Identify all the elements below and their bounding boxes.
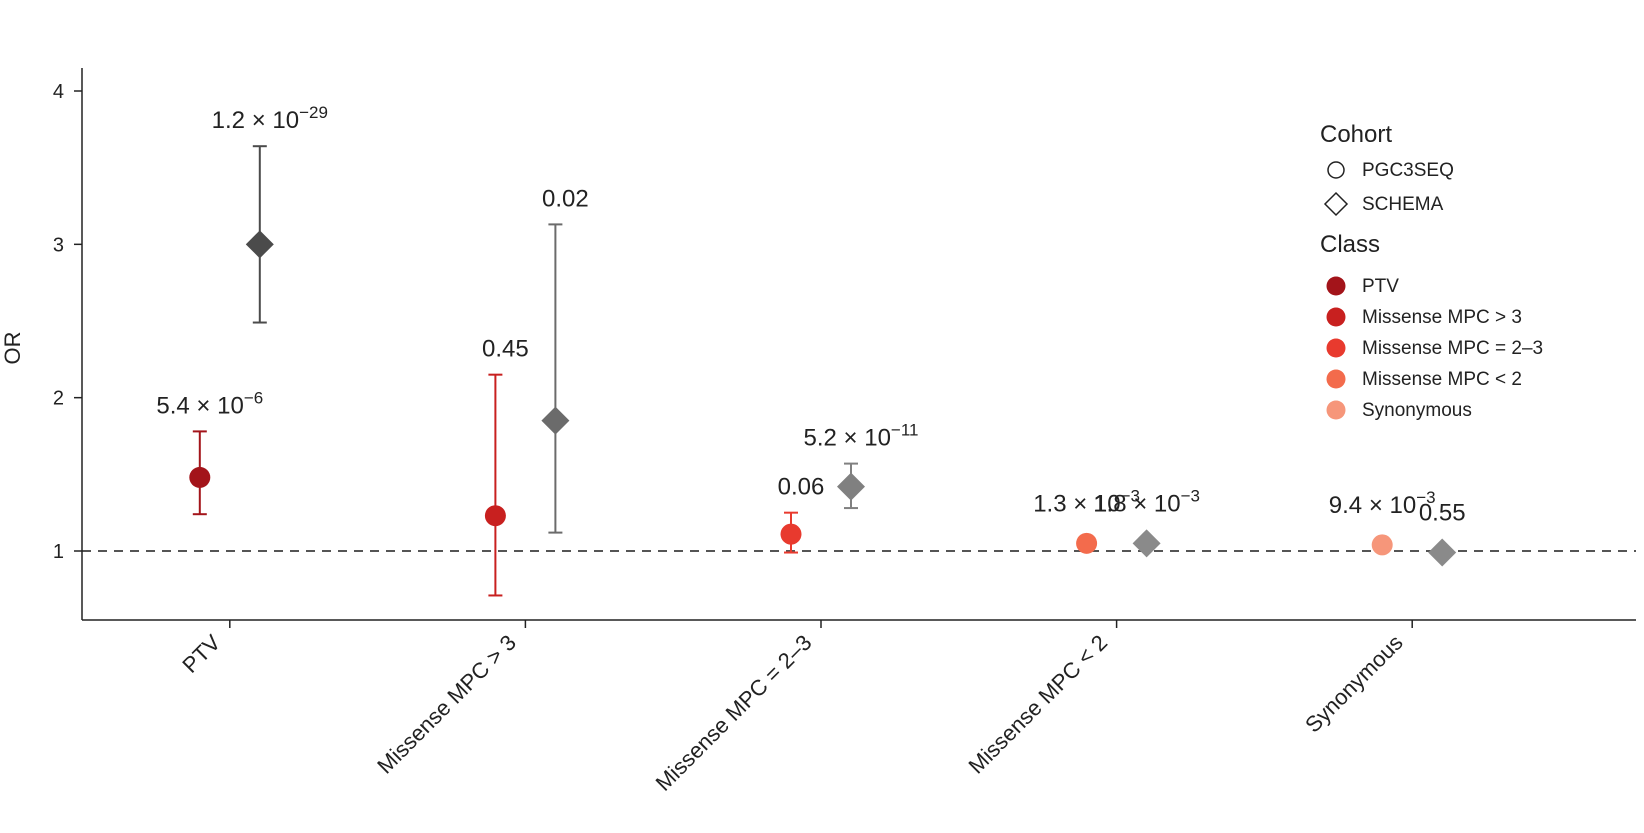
- p-value-label: 5.2 × 10−11: [804, 421, 919, 452]
- point-schema: [245, 230, 274, 259]
- point-schema: [837, 472, 865, 501]
- y-tick-label: 1: [53, 541, 64, 563]
- y-ticks: 1 2 3 4: [53, 81, 82, 563]
- p-value-label: 9.4 × 10−3: [1329, 488, 1436, 519]
- legend-class-label: Synonymous: [1362, 400, 1472, 421]
- legend-cohort-label: SCHEMA: [1362, 194, 1444, 215]
- point-schema: [1132, 529, 1161, 558]
- legend-diamond-icon: [1323, 191, 1349, 217]
- y-tick-label: 2: [53, 388, 64, 410]
- point-pgc3seq: [1076, 532, 1098, 554]
- point-schema: [541, 406, 570, 435]
- x-tick-label: Missense MPC < 2: [963, 630, 1112, 779]
- legend-class-swatch: [1326, 369, 1346, 389]
- markers: [189, 230, 1457, 567]
- x-tick-label: Synonymous: [1300, 630, 1408, 738]
- p-value-labels: 5.4 × 10−6 0.45 0.06 1.3 × 10−3 9.4 × 10−3 1.…: [156, 103, 1465, 526]
- x-tick-label: PTV: [177, 630, 225, 678]
- p-value-label: 1.8 × 10−3: [1093, 486, 1200, 517]
- legend-class-label: Missense MPC < 2: [1362, 369, 1522, 390]
- p-value-label: 0.02: [542, 185, 589, 212]
- point-pgc3seq: [484, 505, 506, 527]
- point-schema: [1428, 538, 1457, 567]
- legend-class-swatch: [1326, 400, 1346, 420]
- p-value-label: 1.3 × 10−3: [1033, 486, 1140, 517]
- x-ticks: PTV Missense MPC > 3 Missense MPC = 2–3 Mis…: [177, 620, 1413, 796]
- legend-cohort-label: PGC3SEQ: [1362, 160, 1454, 181]
- legend: Cohort PGC3SEQ SCHEMA Class PTV Missense MPC …: [1320, 121, 1543, 421]
- axes: OR: [0, 68, 1636, 621]
- error-bars: [192, 145, 858, 597]
- point-pgc3seq: [780, 523, 802, 545]
- legend-class-swatch: [1326, 276, 1346, 296]
- p-value-label: 0.06: [778, 474, 825, 501]
- legend-class-label: PTV: [1362, 276, 1399, 297]
- p-value-label: 1.2 × 10−29: [212, 103, 328, 134]
- legend-class-swatch: [1326, 307, 1346, 327]
- legend-circle-icon: [1327, 161, 1345, 179]
- p-value-label: 0.55: [1419, 500, 1466, 527]
- y-axis-title: OR: [0, 332, 25, 365]
- legend-cohort-title: Cohort: [1320, 121, 1392, 148]
- point-pgc3seq: [189, 466, 211, 488]
- x-tick-label: Missense MPC = 2–3: [651, 630, 817, 796]
- point-pgc3seq: [1371, 534, 1393, 556]
- legend-class-swatch: [1326, 338, 1346, 358]
- legend-class-label: Missense MPC > 3: [1362, 307, 1522, 328]
- legend-class-title: Class: [1320, 231, 1380, 258]
- y-tick-label: 3: [53, 234, 64, 256]
- legend-class-label: Missense MPC = 2–3: [1362, 338, 1543, 359]
- x-tick-label: Missense MPC > 3: [372, 630, 521, 779]
- y-tick-label: 4: [53, 81, 64, 103]
- p-value-label: 0.45: [482, 336, 529, 363]
- p-value-label: 5.4 × 10−6: [156, 388, 263, 419]
